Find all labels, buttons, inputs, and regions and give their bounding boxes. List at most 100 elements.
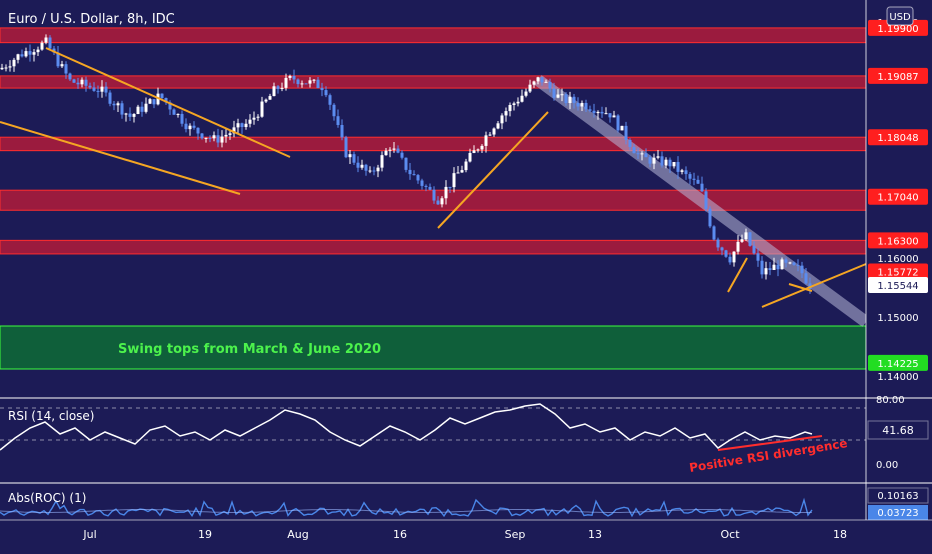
time-tick-label: Jul — [82, 528, 96, 541]
candle-body — [692, 178, 696, 180]
rsi-divergence-line — [717, 435, 823, 451]
rsi-line — [0, 403, 813, 451]
descending-channel-line — [534, 75, 870, 327]
trendline-lower-wedge — [0, 121, 241, 195]
candle-body — [536, 77, 540, 82]
candle-body — [224, 134, 228, 137]
candle-body — [656, 156, 660, 158]
candle-body — [364, 164, 368, 171]
candle-body — [160, 93, 164, 98]
candle-body — [520, 95, 524, 102]
resistance-zone — [0, 27, 867, 44]
candle-body — [412, 174, 416, 176]
candle-body — [136, 106, 140, 115]
candle-body — [120, 103, 124, 115]
candle-body — [300, 83, 304, 85]
candle-body — [444, 186, 448, 199]
candle-body — [768, 268, 772, 270]
price-label: 1.14000 — [877, 372, 918, 383]
candle-body — [480, 145, 484, 150]
price-label: 1.15544 — [877, 281, 918, 292]
candle-body — [228, 133, 232, 135]
candle-body — [128, 113, 132, 117]
candle-body — [552, 88, 556, 98]
candle-body — [600, 111, 604, 114]
candle-body — [344, 137, 348, 158]
candle-body — [84, 79, 88, 86]
candle-body — [320, 87, 324, 91]
candle-body — [232, 127, 236, 134]
candle-body — [220, 136, 224, 143]
candle-body — [664, 159, 668, 166]
candle-body — [644, 153, 648, 158]
candle-body — [468, 152, 472, 162]
candle-body — [628, 139, 632, 148]
price-label: 1.16300 — [877, 236, 918, 247]
candle-body — [272, 86, 276, 97]
candle-body — [252, 117, 256, 120]
price-label-badge — [868, 129, 928, 146]
candle-body — [676, 162, 680, 172]
candle-body — [424, 185, 428, 187]
candle-body — [532, 81, 536, 85]
price-label: 1.15000 — [877, 313, 918, 324]
candle-body — [384, 150, 388, 156]
candle-body — [60, 64, 64, 67]
candle-body — [548, 81, 552, 89]
roc-value-badge-bottom — [868, 505, 928, 520]
candle-body — [708, 208, 712, 227]
chart-title: Euro / U.S. Dollar, 8h, IDC — [8, 12, 175, 27]
candle-body — [720, 247, 724, 251]
candle-body — [396, 148, 400, 153]
candle-body — [408, 169, 412, 175]
currency-badge[interactable] — [886, 6, 914, 26]
rsi-tick-top: 80.00 — [876, 395, 905, 406]
candle-body — [652, 157, 656, 164]
time-axis[interactable]: Jul 19 Aug 16 Sep 13 Oct 18 — [82, 528, 847, 541]
candle-body — [388, 149, 392, 151]
candle-body — [772, 264, 776, 270]
candle-body — [616, 115, 620, 131]
candle-body — [180, 113, 184, 124]
candle-body — [496, 123, 500, 129]
candle-body — [236, 123, 240, 128]
candle-body — [108, 92, 112, 104]
candle-body — [188, 125, 192, 130]
candle-body — [432, 189, 436, 201]
candle-body — [368, 170, 372, 172]
price-label-badge — [868, 232, 928, 249]
candle-body — [168, 102, 172, 110]
candle-body — [332, 104, 336, 117]
candle-body — [4, 67, 8, 69]
resistance-zone — [0, 239, 867, 255]
price-label-badge — [868, 263, 928, 280]
trendline-rising-august — [437, 111, 549, 229]
rsi-tick-bottom: 0.00 — [876, 460, 898, 471]
trendlines — [0, 47, 867, 308]
candle-body — [248, 119, 252, 124]
candle-body — [400, 152, 404, 158]
candle-body — [760, 260, 764, 275]
candle-body — [732, 251, 736, 263]
candle-body — [280, 87, 284, 89]
candle-body — [268, 96, 272, 100]
candle-body — [20, 54, 24, 57]
candle-body — [460, 170, 464, 173]
time-tick-label: Aug — [287, 528, 308, 541]
candle-body — [240, 123, 244, 128]
candle-body — [580, 102, 584, 107]
candle-body — [624, 125, 628, 140]
candle-body — [12, 59, 16, 67]
roc-average-line — [0, 509, 813, 513]
candle-body — [288, 75, 292, 78]
candle-body — [196, 127, 200, 134]
candle-body — [524, 91, 528, 96]
candle-body — [440, 198, 444, 205]
currency-label: USD — [889, 12, 911, 23]
rsi-value-badge — [867, 420, 929, 440]
candle-body — [740, 239, 744, 242]
candle-body — [164, 97, 168, 103]
candle-body — [184, 123, 188, 130]
